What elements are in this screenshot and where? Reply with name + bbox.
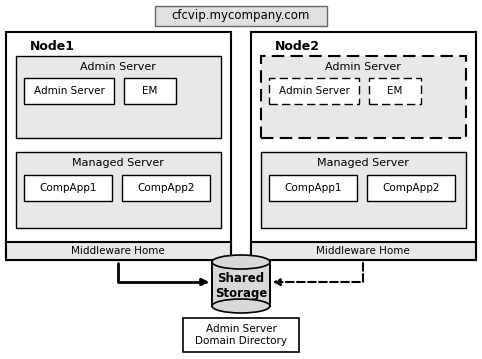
Bar bbox=[367, 175, 455, 201]
Text: Admin Server: Admin Server bbox=[279, 86, 349, 96]
Bar bbox=[16, 56, 221, 138]
Bar bbox=[155, 6, 327, 26]
Text: Admin Server: Admin Server bbox=[34, 86, 105, 96]
Bar bbox=[212, 262, 270, 306]
Bar bbox=[269, 175, 357, 201]
Text: CompApp1: CompApp1 bbox=[39, 183, 97, 193]
Bar bbox=[183, 318, 299, 352]
Text: Node1: Node1 bbox=[30, 39, 75, 52]
Bar bbox=[24, 78, 114, 104]
Bar bbox=[16, 152, 221, 228]
Bar bbox=[251, 242, 476, 260]
Text: EM: EM bbox=[388, 86, 402, 96]
Text: CompApp2: CompApp2 bbox=[137, 183, 195, 193]
Text: Middleware Home: Middleware Home bbox=[316, 246, 410, 256]
Bar bbox=[24, 175, 112, 201]
Text: CompApp1: CompApp1 bbox=[284, 183, 342, 193]
Text: CompApp2: CompApp2 bbox=[382, 183, 440, 193]
Bar bbox=[6, 32, 231, 260]
Ellipse shape bbox=[212, 255, 270, 269]
Text: EM: EM bbox=[142, 86, 158, 96]
Text: Managed Server: Managed Server bbox=[317, 158, 409, 168]
Text: cfcvip.mycompany.com: cfcvip.mycompany.com bbox=[172, 9, 310, 23]
Bar bbox=[251, 32, 476, 260]
Bar bbox=[261, 152, 466, 228]
Bar bbox=[269, 78, 359, 104]
Bar bbox=[124, 78, 176, 104]
Text: Admin Server
Domain Directory: Admin Server Domain Directory bbox=[195, 324, 287, 346]
Text: Admin Server: Admin Server bbox=[80, 62, 156, 72]
Ellipse shape bbox=[212, 299, 270, 313]
Bar bbox=[122, 175, 210, 201]
Text: Shared
Storage: Shared Storage bbox=[215, 272, 267, 300]
Text: Middleware Home: Middleware Home bbox=[71, 246, 165, 256]
Bar bbox=[369, 78, 421, 104]
Text: Managed Server: Managed Server bbox=[72, 158, 164, 168]
Text: Admin Server: Admin Server bbox=[325, 62, 401, 72]
Text: Node2: Node2 bbox=[275, 39, 320, 52]
Bar bbox=[261, 56, 466, 138]
Bar bbox=[6, 242, 231, 260]
